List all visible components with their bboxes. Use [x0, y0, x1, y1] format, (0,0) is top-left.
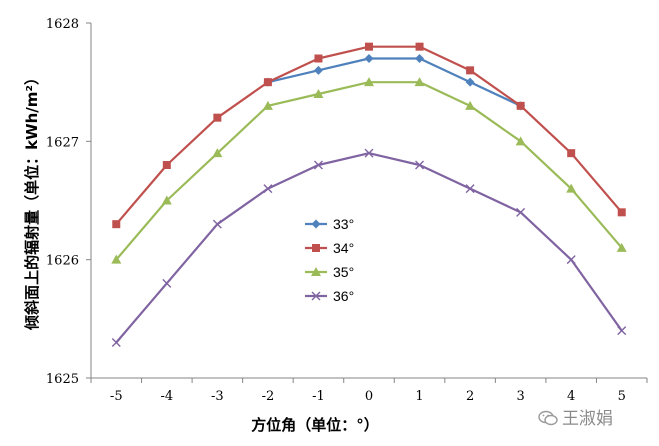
series-3	[111, 148, 627, 347]
data-point	[515, 136, 526, 146]
series-layer	[111, 42, 627, 347]
data-point	[313, 160, 323, 170]
data-point	[414, 77, 425, 87]
data-point	[365, 42, 373, 51]
data-point	[616, 242, 627, 252]
y-tick-label: 1625	[46, 372, 79, 387]
data-point	[364, 77, 374, 87]
data-point	[311, 267, 321, 276]
data-point	[415, 42, 424, 51]
data-point	[162, 278, 172, 288]
legend-label: 33°	[333, 216, 354, 232]
x-tick-label: -4	[160, 389, 173, 404]
data-point	[311, 291, 321, 301]
data-point	[262, 100, 273, 110]
data-point	[465, 77, 475, 87]
data-point	[263, 78, 272, 87]
data-point	[566, 255, 576, 265]
y-tick-label: 1628	[46, 17, 79, 32]
data-point	[415, 160, 425, 170]
data-point	[162, 161, 171, 169]
data-point	[364, 148, 374, 158]
data-point	[161, 195, 172, 205]
data-point	[263, 184, 273, 194]
watermark: 王淑娟	[538, 404, 613, 429]
x-tick-label: 1	[415, 389, 423, 404]
x-tick-label: -5	[110, 389, 123, 404]
x-tick-label: 0	[365, 389, 373, 404]
series-line	[115, 81, 623, 261]
data-point	[516, 207, 526, 217]
data-point	[312, 244, 320, 252]
data-point	[617, 326, 627, 336]
data-point	[566, 183, 577, 193]
series-line	[115, 45, 623, 225]
series-line	[115, 152, 623, 344]
x-axis-title: 方位角（单位：°）	[251, 416, 379, 434]
data-point	[213, 113, 222, 122]
x-tick-label: -2	[262, 389, 275, 404]
chart-axes: 1625 1626 1627 1628 -5 -4 -3 -2 -1 0 1 2 3 4 5	[46, 17, 648, 404]
y-tick-label: 1627	[46, 135, 79, 150]
data-point	[415, 54, 425, 63]
x-tick-label: -3	[211, 389, 224, 404]
data-point	[212, 148, 223, 158]
x-tick-label: 2	[466, 389, 474, 404]
data-point	[314, 54, 323, 63]
data-point	[465, 184, 475, 194]
legend-item: 36°	[305, 288, 354, 304]
chart-legend: 33° 34° 35° 36°	[305, 216, 354, 304]
data-point	[364, 54, 374, 63]
data-point	[466, 66, 475, 75]
y-tick-label: 1626	[46, 254, 79, 269]
series-line	[267, 57, 522, 107]
data-point	[516, 101, 525, 110]
x-tick-label: 3	[516, 389, 524, 404]
legend-item: 34°	[305, 240, 354, 256]
x-tick-label: -1	[312, 389, 325, 404]
data-point	[212, 219, 222, 229]
data-point	[313, 89, 324, 98]
series-2	[111, 77, 627, 264]
legend-item: 35°	[305, 264, 354, 280]
watermark-text: 王淑娟	[562, 409, 613, 429]
x-tick-label: 5	[618, 389, 626, 404]
data-point	[112, 220, 121, 229]
legend-label: 36°	[333, 288, 354, 304]
legend-item: 33°	[305, 216, 354, 232]
x-tick-label: 4	[567, 389, 575, 404]
wechat-icon	[538, 410, 558, 426]
series-1	[112, 42, 626, 229]
y-axis-title: 倾斜面上的辐射量（单位：kWh/m²）	[23, 70, 41, 331]
data-point	[567, 149, 576, 158]
data-point	[111, 338, 121, 347]
data-point	[111, 254, 122, 264]
legend-label: 34°	[333, 240, 354, 256]
data-point	[311, 219, 321, 229]
data-point	[465, 100, 476, 110]
data-point	[313, 65, 323, 75]
legend-label: 35°	[333, 264, 354, 280]
data-point	[617, 208, 626, 217]
